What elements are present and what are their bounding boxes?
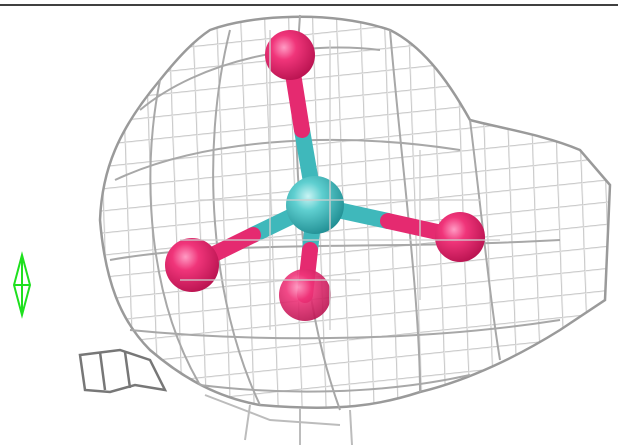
density-mesh	[78, 14, 612, 446]
atom	[165, 238, 219, 292]
atom	[279, 269, 331, 321]
green-marker	[12, 251, 32, 319]
atom	[286, 176, 344, 234]
atom	[265, 30, 315, 80]
mesh-overlay	[180, 30, 500, 330]
atom	[435, 212, 485, 262]
